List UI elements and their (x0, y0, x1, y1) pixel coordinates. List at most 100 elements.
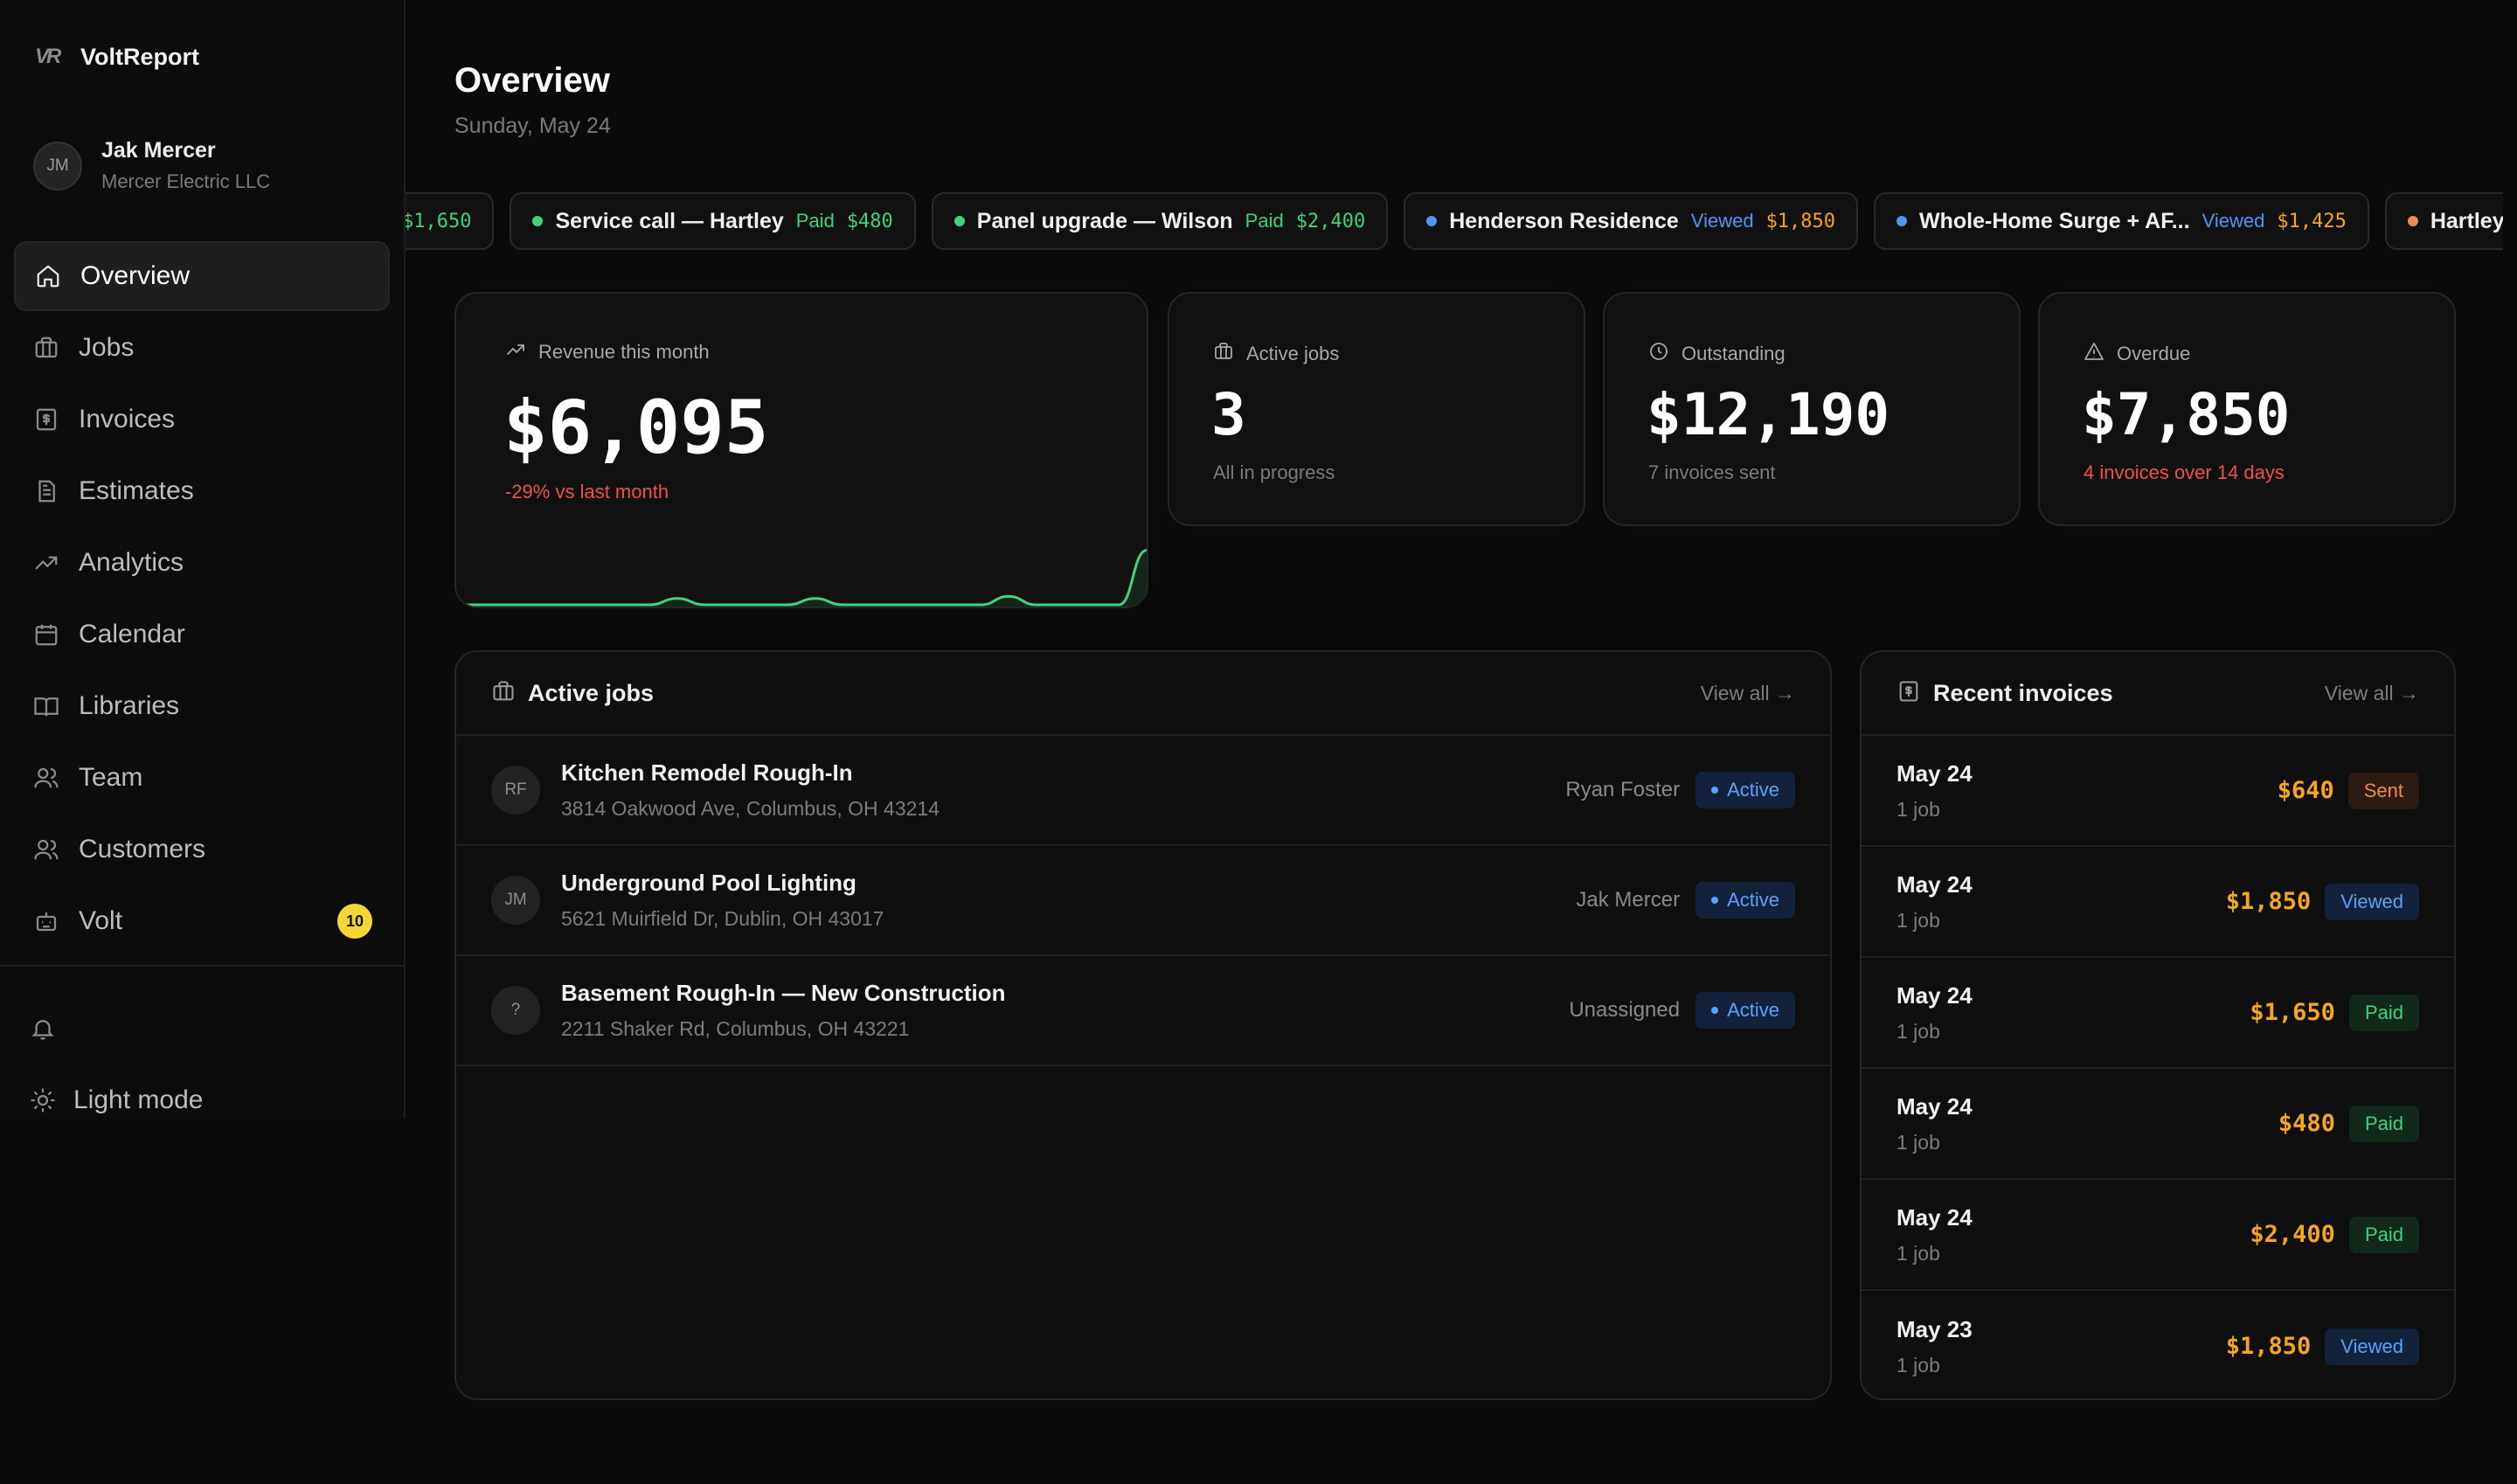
light-mode-toggle[interactable]: Light mode (30, 1064, 203, 1136)
active-jobs-panel: Active jobs View all → RF Kitchen Remodel… (454, 650, 1832, 1400)
brand[interactable]: VR VoltReport (35, 44, 199, 71)
sidebar-item-label: Invoices (79, 405, 176, 433)
table-row[interactable]: JM Underground Pool Lighting 5621 Muirfiel… (456, 846, 1830, 956)
sidebar-divider (0, 965, 404, 967)
list-item[interactable]: May 23 1 job $1,850 Viewed (1862, 1291, 2454, 1398)
status-dot (1711, 897, 1719, 904)
sidebar-item-invoices[interactable]: Invoices (14, 385, 390, 454)
revenue-sparkline (456, 549, 1147, 607)
ticker-item[interactable]: $1,650 (406, 192, 495, 250)
status-badge-label: Active (1727, 779, 1779, 801)
sidebar-item-estimates[interactable]: Estimates (14, 456, 390, 526)
list-item[interactable]: May 24 1 job $480 Paid (1862, 1069, 2454, 1180)
invoice-date: May 24 (1896, 870, 1973, 898)
sidebar-item-analytics[interactable]: Analytics (14, 528, 390, 598)
sidebar-item-label: Analytics (79, 548, 184, 577)
document-icon (33, 478, 59, 504)
sidebar-item-label: Calendar (79, 620, 185, 648)
invoice-meta: $1,850 Viewed (2226, 1328, 2419, 1365)
sidebar-item-team[interactable]: Team (14, 743, 390, 813)
invoice-job-count: 1 job (1896, 1241, 1940, 1265)
panel-title: Recent invoices (1933, 679, 2113, 706)
view-all-jobs-link[interactable]: View all → (1700, 681, 1795, 704)
sidebar-item-label: Customers (79, 835, 206, 863)
invoice-text: May 24 1 job (1896, 982, 1973, 1044)
ticker-item[interactable]: Henderson Residence Viewed $1,850 (1404, 192, 1859, 250)
sidebar-item-overview[interactable]: Overview (14, 241, 390, 311)
ticker-item-status: Paid (1245, 210, 1284, 232)
briefcase-icon (33, 335, 59, 361)
trending-up-icon (505, 339, 526, 365)
job-assignee: Ryan Foster (1565, 778, 1681, 801)
user-company: Mercer Electric LLC (101, 170, 271, 192)
ticker-item[interactable]: Hartley Residence (2384, 192, 2503, 250)
sidebar-item-calendar[interactable]: Calendar (14, 600, 390, 669)
status-badge: Active (1695, 992, 1795, 1029)
invoice-job-count: 1 job (1896, 1019, 1940, 1043)
brand-name: VoltReport (80, 44, 199, 70)
job-text: Kitchen Remodel Rough-In 3814 Oakwood Ave… (561, 759, 940, 821)
list-item[interactable]: May 24 1 job $2,400 Paid (1862, 1180, 2454, 1291)
ticker-item-amount: $2,400 (1295, 210, 1366, 232)
status-dot (1711, 787, 1719, 794)
invoice-icon (1896, 679, 1921, 708)
outstanding-label: Outstanding (1648, 341, 1785, 367)
page-date: Sunday, May 24 (454, 114, 611, 138)
calendar-icon (33, 621, 59, 648)
status-badge: Paid (2348, 1216, 2419, 1253)
table-row[interactable]: ? Basement Rough-In — New Construction 221… (456, 956, 1830, 1066)
ticker-item-name: Whole-Home Surge + AF... (1919, 208, 2190, 233)
notifications-button[interactable] (30, 993, 203, 1064)
trending-up-icon (33, 550, 59, 576)
list-item[interactable]: May 24 1 job $1,850 Viewed (1862, 847, 2454, 958)
ticker-item[interactable]: Panel upgrade — Wilson Paid $2,400 (931, 192, 1389, 250)
sidebar-item-libraries[interactable]: Libraries (14, 671, 390, 741)
invoice-text: May 24 1 job (1896, 760, 1973, 822)
status-badge: Paid (2348, 994, 2419, 1031)
page-title: Overview (454, 61, 610, 100)
revenue-card[interactable]: Revenue this month $6,095 -29% vs last m… (454, 292, 1148, 608)
status-badge: Active (1695, 772, 1795, 808)
sidebar-nav: Overview Jobs Invoices Estimates Analyti… (14, 241, 390, 958)
outstanding-value: $12,190 (1647, 381, 1890, 448)
home-icon (35, 263, 61, 289)
sidebar-item-label: Jobs (79, 333, 135, 362)
active-jobs-value: 3 (1211, 381, 1246, 448)
sidebar-item-jobs[interactable]: Jobs (14, 313, 390, 383)
invoice-date: May 24 (1896, 759, 1973, 787)
invoice-job-count: 1 job (1896, 908, 1940, 932)
job-address: 5621 Muirfield Dr, Dublin, OH 43017 (561, 907, 884, 930)
avatar: JM (491, 876, 540, 925)
active-jobs-card[interactable]: Active jobs 3 All in progress (1168, 292, 1585, 526)
briefcase-icon (491, 679, 516, 708)
invoice-job-count: 1 job (1896, 1353, 1940, 1377)
sidebar-item-label: Volt (79, 906, 123, 935)
avatar: JM (33, 141, 82, 191)
sidebar-item-volt[interactable]: Volt 10 (14, 886, 390, 956)
job-assignee: Unassigned (1569, 998, 1681, 1022)
sidebar-item-customers[interactable]: Customers (14, 815, 390, 884)
light-mode-label: Light mode (73, 1085, 204, 1114)
volt-icon (33, 908, 59, 934)
table-row[interactable]: RF Kitchen Remodel Rough-In 3814 Oakwood A… (456, 736, 1830, 846)
invoice-icon (33, 406, 59, 433)
overdue-sub: 4 invoices over 14 days (2084, 461, 2285, 483)
job-text: Basement Rough-In — New Construction 2211… (561, 980, 1005, 1041)
overdue-card[interactable]: Overdue $7,850 4 invoices over 14 days (2038, 292, 2456, 526)
view-all-invoices-link[interactable]: View all → (2324, 681, 2419, 704)
status-badge: Viewed (2325, 1328, 2419, 1365)
invoice-meta: $2,400 Paid (2250, 1216, 2419, 1253)
briefcase-icon (1213, 341, 1234, 367)
outstanding-card[interactable]: Outstanding $12,190 7 invoices sent (1603, 292, 2021, 526)
status-badge: Sent (2347, 772, 2419, 809)
ticker-item[interactable]: Service call — Hartley Paid $480 (510, 192, 916, 250)
list-item[interactable]: May 24 1 job $640 Sent (1862, 736, 2454, 847)
ticker-item-name: Henderson Residence (1449, 208, 1679, 233)
active-jobs-header: Active jobs View all → (456, 652, 1830, 736)
invoice-meta: $1,650 Paid (2250, 994, 2419, 1031)
ticker-item-name: Service call — Hartley (555, 208, 784, 233)
ticker-item[interactable]: Whole-Home Surge + AF... Viewed $1,425 (1874, 192, 2369, 250)
user-profile[interactable]: JM Jak Mercer Mercer Electric LLC (33, 138, 270, 193)
invoice-amount: $1,850 (2225, 888, 2312, 915)
list-item[interactable]: May 24 1 job $1,650 Paid (1862, 958, 2454, 1069)
